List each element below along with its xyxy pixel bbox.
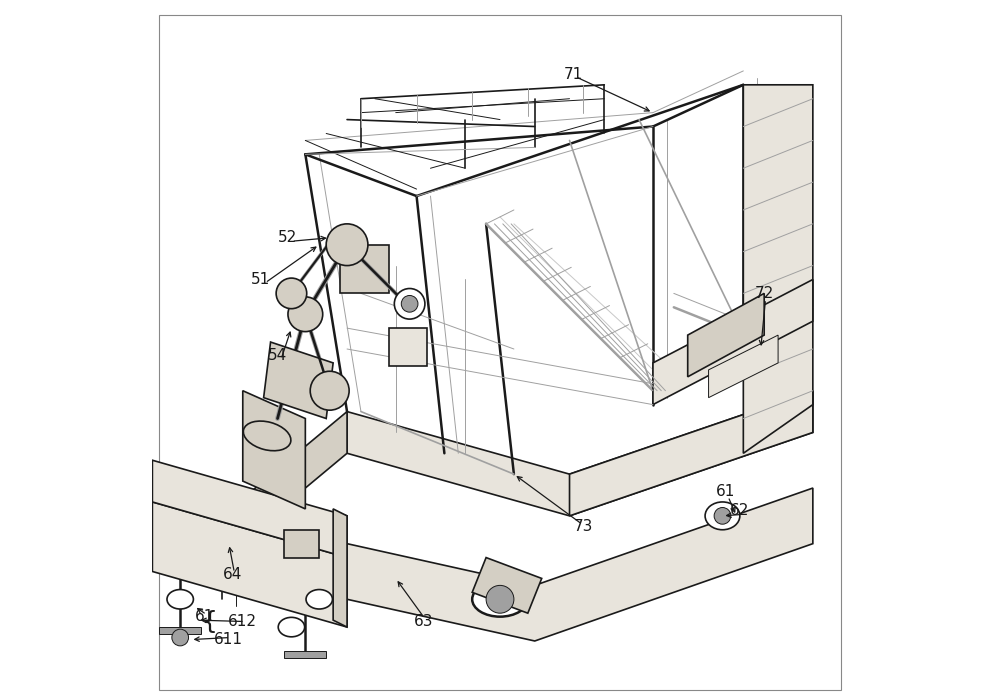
Text: 73: 73 <box>574 519 593 534</box>
Polygon shape <box>222 488 813 641</box>
Ellipse shape <box>306 590 332 609</box>
Polygon shape <box>284 651 326 658</box>
Bar <box>340 245 389 293</box>
Ellipse shape <box>278 617 305 637</box>
Text: 72: 72 <box>755 286 774 301</box>
Polygon shape <box>264 342 333 419</box>
Text: 61: 61 <box>716 484 736 499</box>
Circle shape <box>394 288 425 319</box>
Polygon shape <box>333 509 347 627</box>
Text: 612: 612 <box>228 614 257 629</box>
Polygon shape <box>653 279 813 405</box>
Circle shape <box>714 507 731 524</box>
Ellipse shape <box>167 590 193 609</box>
Text: 61: 61 <box>195 609 214 624</box>
Text: 54: 54 <box>268 348 287 364</box>
Bar <box>284 530 319 558</box>
Text: 71: 71 <box>563 67 583 82</box>
Circle shape <box>326 224 368 265</box>
Circle shape <box>288 297 323 332</box>
Text: 51: 51 <box>251 272 270 287</box>
Circle shape <box>172 629 189 646</box>
Polygon shape <box>152 460 347 558</box>
Ellipse shape <box>705 502 740 530</box>
Text: 63: 63 <box>414 614 433 629</box>
Text: {: { <box>201 609 217 634</box>
Polygon shape <box>243 391 305 509</box>
Ellipse shape <box>472 582 528 616</box>
Circle shape <box>486 586 514 613</box>
Polygon shape <box>570 391 813 516</box>
Polygon shape <box>152 502 347 627</box>
Text: 52: 52 <box>278 230 298 245</box>
Circle shape <box>310 371 349 410</box>
Circle shape <box>276 278 307 309</box>
Polygon shape <box>472 558 542 613</box>
Text: 611: 611 <box>214 632 243 647</box>
Text: 62: 62 <box>730 503 750 518</box>
Polygon shape <box>709 335 778 398</box>
Polygon shape <box>159 627 201 634</box>
Text: 64: 64 <box>223 567 242 582</box>
Polygon shape <box>743 85 813 453</box>
Circle shape <box>401 295 418 312</box>
Bar <box>389 328 427 366</box>
Polygon shape <box>347 391 813 516</box>
Polygon shape <box>222 412 347 558</box>
Ellipse shape <box>243 421 291 451</box>
Polygon shape <box>688 293 764 377</box>
